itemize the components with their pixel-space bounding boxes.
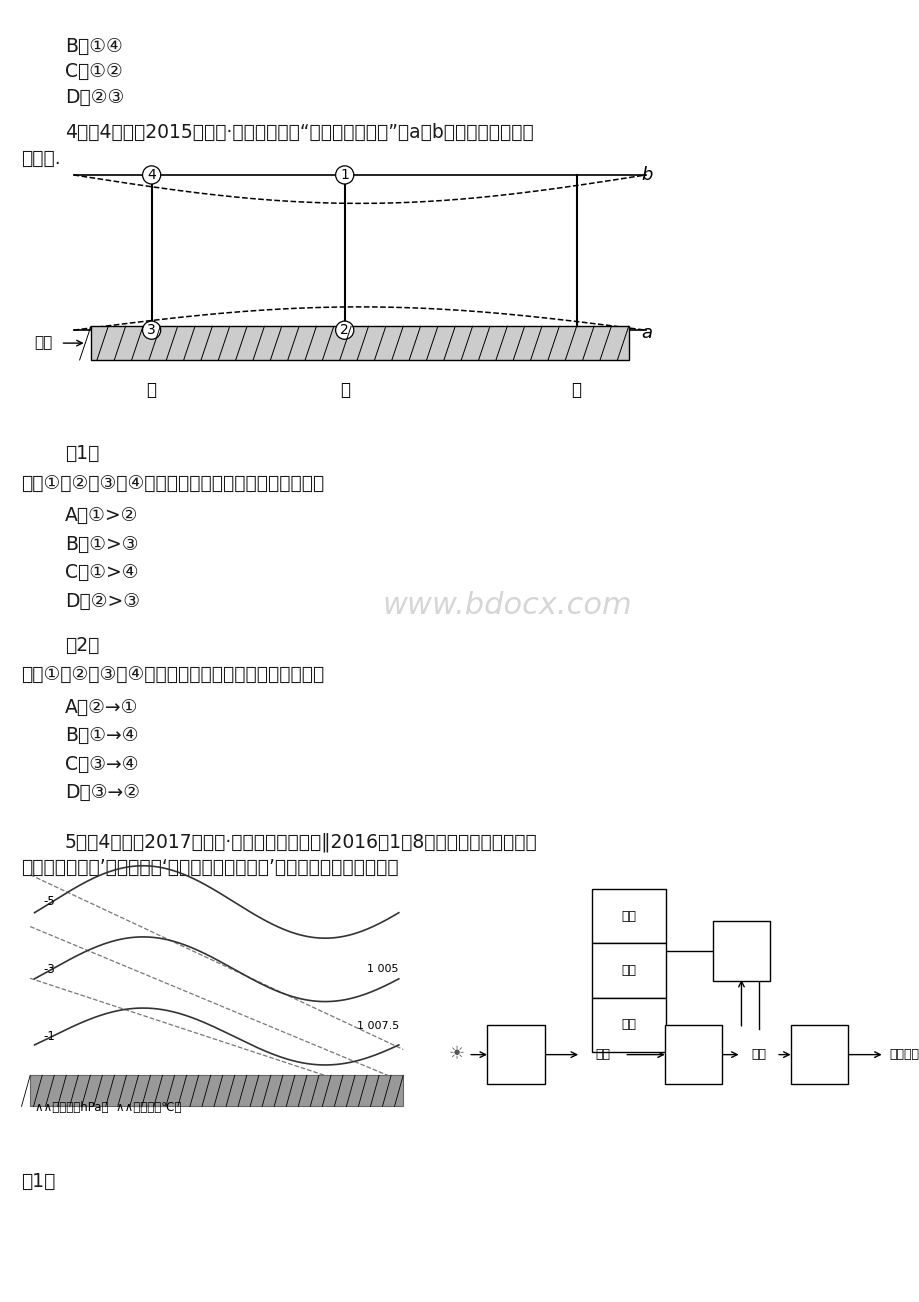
Text: C．③→④: C．③→④ <box>65 754 138 773</box>
FancyBboxPatch shape <box>591 997 664 1052</box>
Text: 地面: 地面 <box>595 1048 609 1061</box>
Text: 热: 热 <box>146 380 156 398</box>
Text: 散射: 散射 <box>620 1018 636 1031</box>
Text: 2: 2 <box>737 947 744 956</box>
Text: 3: 3 <box>147 323 156 337</box>
FancyBboxPatch shape <box>664 1025 721 1085</box>
Text: www.bdocx.com: www.bdocx.com <box>382 591 631 620</box>
Text: ∧∧等压面（hPa）  ∧∧等温面（℃）: ∧∧等压面（hPa） ∧∧等温面（℃） <box>35 1101 181 1115</box>
Text: C．①>④: C．①>④ <box>65 562 138 582</box>
FancyBboxPatch shape <box>712 922 769 980</box>
Text: （1）: （1） <box>65 444 99 464</box>
Text: a: a <box>641 324 652 341</box>
Text: A．①>②: A．①>② <box>65 506 138 525</box>
Text: 热: 热 <box>571 380 581 398</box>
Text: B．①→④: B．①→④ <box>65 727 138 745</box>
FancyBboxPatch shape <box>591 944 664 997</box>
FancyBboxPatch shape <box>487 1025 544 1085</box>
Text: D．②③: D．②③ <box>65 89 124 107</box>
Text: （2）: （2） <box>65 635 99 655</box>
Text: 1: 1 <box>340 168 349 182</box>
Text: B．①>③: B．①>③ <box>65 535 138 553</box>
Text: -5: -5 <box>43 896 55 909</box>
Text: 吸收: 吸收 <box>620 910 636 923</box>
Text: ☀: ☀ <box>448 1046 464 1064</box>
FancyBboxPatch shape <box>790 1025 847 1085</box>
Text: 大气: 大气 <box>751 1048 766 1061</box>
Text: 宇宙空间: 宇宙空间 <box>888 1048 918 1061</box>
Text: B．①④: B．①④ <box>65 36 122 56</box>
Text: 4: 4 <box>815 1049 823 1060</box>
Text: 1: 1 <box>512 1049 519 1060</box>
FancyBboxPatch shape <box>30 1075 403 1107</box>
Text: D．③→②: D．③→② <box>65 783 140 802</box>
FancyBboxPatch shape <box>591 889 664 944</box>
Text: 反射: 反射 <box>620 963 636 976</box>
Text: 4: 4 <box>147 168 156 182</box>
Text: -3: -3 <box>43 962 55 975</box>
Text: 1 005: 1 005 <box>367 965 399 974</box>
Text: C．①②: C．①② <box>65 62 122 82</box>
Text: （1）: （1） <box>21 1172 56 1191</box>
Text: 3: 3 <box>689 1049 697 1060</box>
Text: 1 007.5: 1 007.5 <box>357 1021 399 1031</box>
Text: 4．（4分）（2015高一上·德州期中）读“热力环流示意图”（a、b表示等压面），回: 4．（4分）（2015高一上·德州期中）读“热力环流示意图”（a、b表示等压面）… <box>65 124 533 142</box>
Text: 地面: 地面 <box>34 336 52 350</box>
Text: 图中①、②、③、④四点的空气运动方向，正确的是（）: 图中①、②、③、④四点的空气运动方向，正确的是（） <box>21 665 324 685</box>
Text: 2: 2 <box>340 323 348 337</box>
Text: D．②>③: D．②>③ <box>65 591 140 611</box>
Text: 冷: 冷 <box>339 380 349 398</box>
Text: 5．（4分）（2017高二下·徐州会考）下图为‖2016年1月8日我国某地气温和气压: 5．（4分）（2017高二下·徐州会考）下图为‖2016年1月8日我国某地气温和… <box>65 832 537 852</box>
Text: 图中①、②、③、④四点的气压大小比较，正确的是（）: 图中①、②、③、④四点的气压大小比较，正确的是（） <box>21 474 324 492</box>
Text: 垂直变化示意图’，右下图为‘大气受热过程示意图’。读图，回答下列各题。: 垂直变化示意图’，右下图为‘大气受热过程示意图’。读图，回答下列各题。 <box>21 858 399 878</box>
Text: 答下题.: 答下题. <box>21 148 61 168</box>
Text: -1: -1 <box>43 1030 55 1043</box>
Text: A．②→①: A．②→① <box>65 698 138 716</box>
Text: b: b <box>641 165 652 184</box>
FancyBboxPatch shape <box>91 327 628 359</box>
